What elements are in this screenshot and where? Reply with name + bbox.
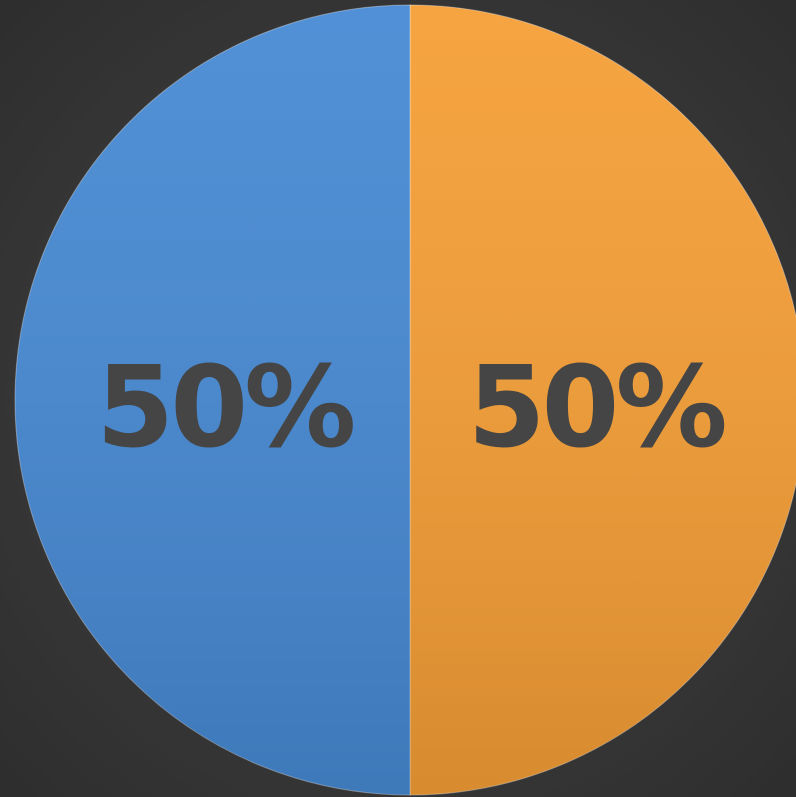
value-label: 50% bbox=[96, 343, 353, 473]
labels: 50% 50% bbox=[96, 343, 728, 473]
value-label: 50% bbox=[468, 343, 725, 473]
